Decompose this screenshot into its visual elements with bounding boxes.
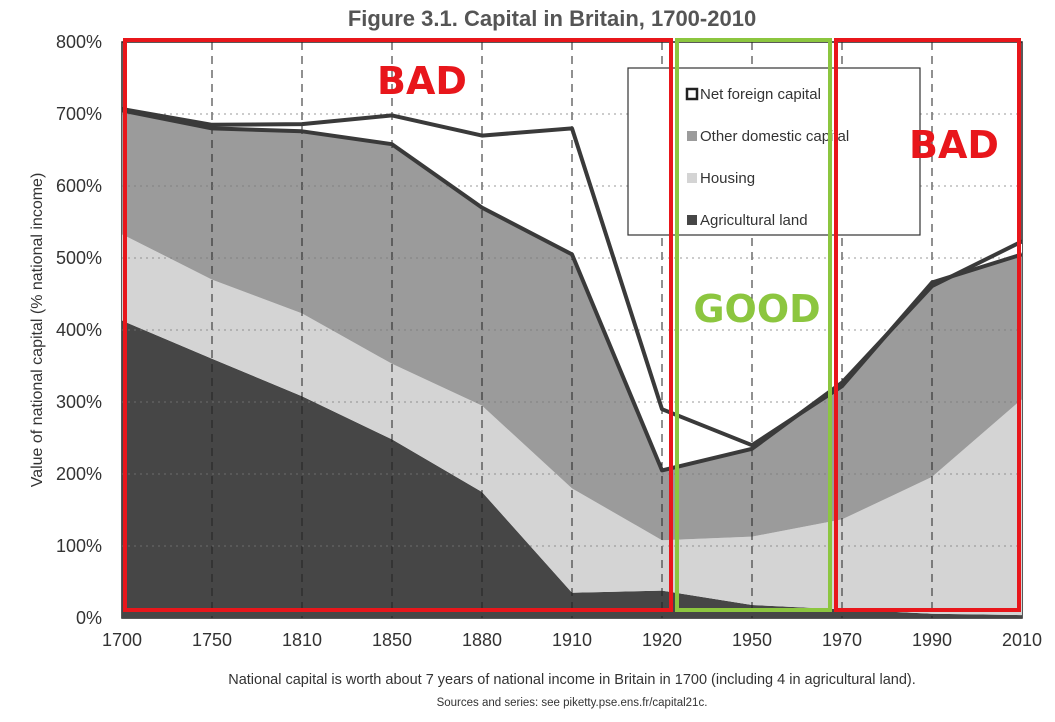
annotation-box-bad (123, 38, 673, 612)
x-tick-label: 1700 (102, 630, 142, 650)
y-tick-label: 500% (56, 248, 102, 268)
y-tick-label: 700% (56, 104, 102, 124)
annotation-label-good: GOOD (693, 287, 820, 331)
y-tick-label: 600% (56, 176, 102, 196)
y-axis-label: Value of national capital (% national in… (29, 173, 46, 488)
x-tick-label: 2010 (1002, 630, 1042, 650)
area-agricultural-land (122, 320, 1022, 618)
annotation-label-bad: BAD (377, 59, 467, 103)
y-tick-label: 300% (56, 392, 102, 412)
x-axis-ticks: 1700 1750 1810 1850 1880 1910 1920 1950 1970 1990… (102, 630, 1042, 650)
y-tick-label: 200% (56, 464, 102, 484)
legend-label: Other domestic capital (700, 128, 849, 145)
annotations: BAD GOOD BAD (123, 38, 1021, 612)
x-tick-label: 1970 (822, 630, 862, 650)
legend-swatch (687, 173, 697, 183)
series-outlines (121, 107, 1023, 473)
y-tick-label: 400% (56, 320, 102, 340)
grid (122, 42, 1022, 618)
x-tick-label: 1810 (282, 630, 322, 650)
annotation-label-bad: BAD (909, 123, 999, 167)
y-tick-label: 0% (76, 608, 102, 628)
y-tick-label: 100% (56, 536, 102, 556)
legend-swatch (687, 215, 697, 225)
x-tick-label: 1850 (372, 630, 412, 650)
legend-label: Net foreign capital (700, 86, 821, 103)
x-tick-label: 1920 (642, 630, 682, 650)
y-axis-ticks: 0% 100% 200% 300% 400% 500% 600% 700% 800% (56, 32, 102, 628)
chart-title: Figure 3.1. Capital in Britain, 1700-201… (348, 6, 756, 31)
chart-caption: National capital is worth about 7 years … (228, 672, 916, 688)
legend-swatch (687, 131, 697, 141)
annotation-box-bad (834, 38, 1021, 612)
legend-label: Housing (700, 170, 755, 187)
x-tick-label: 1750 (192, 630, 232, 650)
line-net-foreign-capital (121, 107, 1023, 448)
x-tick-label: 1880 (462, 630, 502, 650)
legend-swatch (685, 87, 699, 101)
chart-source: Sources and series: see piketty.pse.ens.… (437, 697, 708, 709)
legend-label: Agricultural land (700, 212, 808, 229)
x-tick-label: 1990 (912, 630, 952, 650)
annotation-box-good (675, 38, 832, 612)
x-tick-label: 1950 (732, 630, 772, 650)
area-net-foreign-capital (122, 109, 1022, 471)
y-tick-label: 800% (56, 32, 102, 52)
x-tick-label: 1910 (552, 630, 592, 650)
